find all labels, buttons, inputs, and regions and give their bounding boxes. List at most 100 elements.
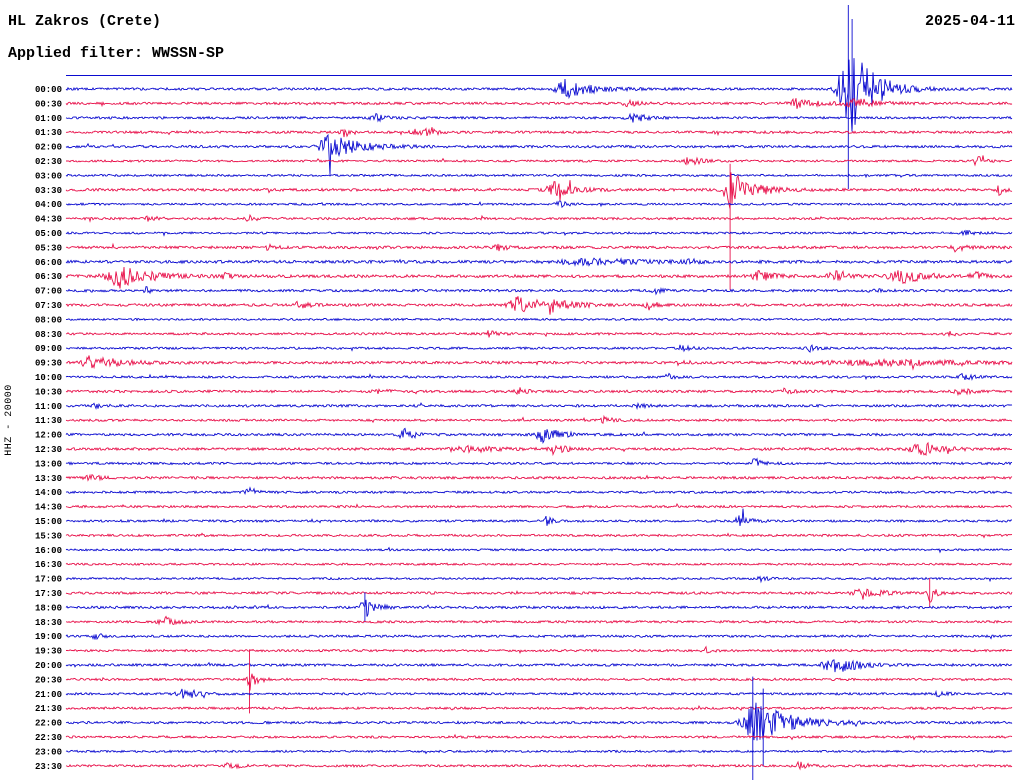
trace-02:00 xyxy=(65,133,1013,175)
time-label-16:30: 16:30 xyxy=(35,560,62,570)
time-label-08:30: 08:30 xyxy=(35,330,62,340)
time-label-23:00: 23:00 xyxy=(35,747,62,757)
time-label-07:00: 07:00 xyxy=(35,287,62,297)
time-label-12:30: 12:30 xyxy=(35,445,62,455)
time-label-06:30: 06:30 xyxy=(35,272,62,282)
time-label-13:00: 13:00 xyxy=(35,459,62,469)
trace-22:00 xyxy=(65,702,1013,741)
trace-16:30 xyxy=(65,562,1013,567)
trace-13:00 xyxy=(65,457,1013,466)
channel-axis-label: HHZ - 20000 xyxy=(4,384,15,456)
trace-05:30 xyxy=(65,242,1013,253)
trace-18:00 xyxy=(65,599,1013,617)
time-label-05:00: 05:00 xyxy=(35,229,62,239)
time-label-08:00: 08:00 xyxy=(35,315,62,325)
trace-14:30 xyxy=(65,503,1013,509)
time-label-20:00: 20:00 xyxy=(35,661,62,671)
trace-01:00 xyxy=(65,112,1013,123)
trace-06:30 xyxy=(65,266,1013,289)
time-label-10:30: 10:30 xyxy=(35,387,62,397)
trace-00:00 xyxy=(65,58,1013,132)
time-label-18:30: 18:30 xyxy=(35,618,62,628)
trace-05:00 xyxy=(65,229,1013,237)
trace-14:00 xyxy=(65,486,1013,495)
trace-02:30 xyxy=(66,155,1013,167)
time-label-21:00: 21:00 xyxy=(35,690,62,700)
time-label-18:00: 18:00 xyxy=(35,603,62,613)
trace-19:30 xyxy=(65,645,1013,654)
filter-label: Applied filter: WWSSN-SP xyxy=(8,45,225,62)
time-label-11:30: 11:30 xyxy=(35,416,62,426)
time-label-14:30: 14:30 xyxy=(35,503,62,513)
trace-12:30 xyxy=(65,441,1013,457)
time-label-20:30: 20:30 xyxy=(35,675,62,685)
trace-13:30 xyxy=(65,473,1013,482)
trace-04:30 xyxy=(65,213,1013,223)
time-label-19:30: 19:30 xyxy=(35,647,62,657)
time-label-00:00: 00:00 xyxy=(35,85,62,95)
trace-06:00 xyxy=(65,257,1013,267)
time-label-02:30: 02:30 xyxy=(35,157,62,167)
trace-10:00 xyxy=(65,372,1013,381)
trace-21:30 xyxy=(65,704,1013,712)
time-label-03:30: 03:30 xyxy=(35,186,62,196)
time-label-16:00: 16:00 xyxy=(35,546,62,556)
trace-15:30 xyxy=(65,532,1013,539)
time-label-15:00: 15:00 xyxy=(35,517,62,527)
time-label-15:30: 15:30 xyxy=(35,531,62,541)
trace-18:30 xyxy=(65,615,1013,626)
trace-11:30 xyxy=(65,414,1013,424)
trace-04:00 xyxy=(65,200,1013,209)
time-label-07:30: 07:30 xyxy=(35,301,62,311)
time-label-04:00: 04:00 xyxy=(35,200,62,210)
time-label-10:00: 10:00 xyxy=(35,373,62,383)
trace-12:00 xyxy=(65,427,1012,445)
time-label-02:00: 02:00 xyxy=(35,143,62,153)
trace-16:00 xyxy=(65,546,1012,554)
time-label-04:30: 04:30 xyxy=(35,215,62,225)
trace-11:00 xyxy=(66,402,1013,411)
trace-17:30 xyxy=(65,588,1013,603)
time-label-01:30: 01:30 xyxy=(35,128,62,138)
time-label-22:30: 22:30 xyxy=(35,733,62,743)
trace-10:30 xyxy=(65,387,1013,397)
time-label-23:30: 23:30 xyxy=(35,762,62,772)
trace-17:00 xyxy=(65,575,1013,584)
time-label-14:00: 14:00 xyxy=(35,488,62,498)
time-label-17:00: 17:00 xyxy=(35,575,62,585)
time-label-22:00: 22:00 xyxy=(35,719,62,729)
trace-21:00 xyxy=(65,688,1013,699)
time-label-12:00: 12:00 xyxy=(35,431,62,441)
time-label-00:30: 00:30 xyxy=(35,99,62,109)
time-label-05:30: 05:30 xyxy=(35,243,62,253)
trace-03:00 xyxy=(65,173,1013,179)
time-label-03:00: 03:00 xyxy=(35,171,62,181)
time-label-19:00: 19:00 xyxy=(35,632,62,642)
trace-09:30 xyxy=(65,355,1013,371)
trace-07:30 xyxy=(65,296,1013,315)
station-title: HL Zakros (Crete) xyxy=(8,13,162,30)
trace-00:30 xyxy=(65,97,1013,109)
trace-08:00 xyxy=(65,317,1013,322)
time-label-09:30: 09:30 xyxy=(35,359,62,369)
trace-09:00 xyxy=(65,344,1013,353)
trace-20:00 xyxy=(65,659,1013,673)
trace-08:30 xyxy=(65,330,1013,338)
trace-15:00 xyxy=(65,508,1012,527)
time-label-06:00: 06:00 xyxy=(35,258,62,268)
trace-07:00 xyxy=(65,286,1013,296)
trace-23:00 xyxy=(65,749,1013,755)
time-label-13:30: 13:30 xyxy=(35,474,62,484)
date-label: 2025-04-11 xyxy=(924,13,1015,30)
time-label-17:30: 17:30 xyxy=(35,589,62,599)
time-label-21:30: 21:30 xyxy=(35,704,62,714)
time-label-09:00: 09:00 xyxy=(35,344,62,354)
time-label-01:00: 01:00 xyxy=(35,114,62,124)
trace-22:30 xyxy=(65,733,1013,741)
trace-23:30 xyxy=(65,760,1013,771)
trace-19:00 xyxy=(65,633,1013,641)
trace-01:30 xyxy=(65,127,1013,138)
trace-03:30 xyxy=(65,172,1013,209)
